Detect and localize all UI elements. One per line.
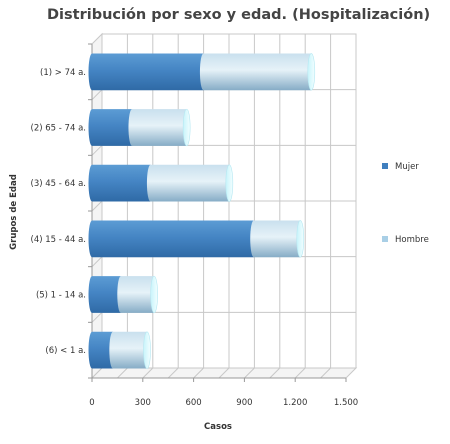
x-tick-label: 1.200	[283, 398, 307, 408]
bar-end-cap	[307, 53, 316, 91]
bar-hombre[interactable]	[146, 164, 233, 202]
bar-end-cap	[225, 164, 234, 202]
grid-line-v	[218, 34, 230, 379]
category-label: (1) > 74 a.	[40, 68, 86, 78]
legend-label-hombre: Hombre	[395, 235, 429, 245]
grid-line-v	[193, 34, 205, 379]
bar-end-cap	[150, 275, 158, 314]
bar-hombre[interactable]	[128, 109, 191, 146]
bar-hombre[interactable]	[199, 53, 315, 91]
grid-line-v	[294, 34, 306, 379]
category-label: (3) 45 - 64 a.	[31, 179, 86, 189]
bar-hombre[interactable]	[109, 331, 151, 369]
category-label: (4) 15 - 44 a.	[31, 235, 86, 245]
x-tick-label: 1.500	[334, 398, 358, 408]
bar-mujer[interactable]	[88, 331, 117, 369]
category-label: (5) 1 - 14 a.	[36, 291, 86, 301]
bar-end-cap	[296, 220, 305, 258]
grid-line-v	[244, 34, 255, 379]
y-axis-title: Grupos de Edad	[9, 174, 19, 250]
legend-label-mujer: Mujer	[395, 162, 419, 172]
bar-mujer[interactable]	[88, 276, 125, 313]
bar-end-cap	[143, 331, 151, 369]
bar-mujer[interactable]	[88, 164, 154, 202]
bar-mujer[interactable]	[88, 220, 258, 258]
legend: Mujer Hombre	[382, 162, 429, 245]
legend-swatch-hombre	[382, 236, 388, 242]
grid-line-v	[320, 34, 332, 379]
grid-line-v	[269, 34, 281, 379]
category-labels: (1) > 74 a. (2) 65 - 74 a. (3) 45 - 64 a. (…	[31, 43, 92, 379]
x-tick-label: 300	[135, 398, 151, 408]
bars	[88, 53, 316, 369]
chart-title: Distribución por sexo y edad. (Hospitali…	[47, 7, 430, 23]
bar-mujer[interactable]	[88, 53, 207, 91]
bar-mujer[interactable]	[88, 109, 136, 146]
x-axis-title: Casos	[204, 422, 232, 432]
x-tick-labels: 0 300 600 900 1.200 1.500	[89, 378, 358, 408]
bar-hombre[interactable]	[117, 276, 158, 313]
x-tick-label: 900	[236, 398, 252, 408]
category-label: (2) 65 - 74 a.	[31, 124, 86, 134]
x-tick-label: 600	[185, 398, 201, 408]
bar-end-cap	[182, 108, 191, 147]
bar-hombre[interactable]	[250, 220, 304, 258]
category-label: (6) < 1 a.	[45, 346, 86, 356]
legend-swatch-mujer	[382, 163, 388, 169]
x-tick-label: 0	[89, 398, 94, 408]
